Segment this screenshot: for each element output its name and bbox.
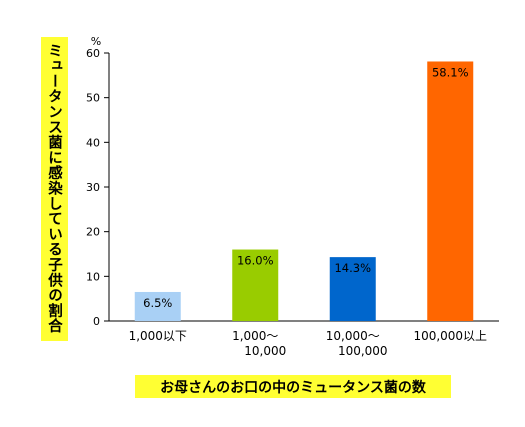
bar	[427, 61, 474, 322]
data-label: 6.5%	[143, 296, 172, 310]
y-tick-label: 0	[93, 315, 100, 328]
y-axis-label-box: ミュータンス菌に感染している子供の割合	[41, 37, 68, 341]
axes: 0 10 20 30 40 50 60%	[86, 35, 499, 328]
data-label: 14.3%	[334, 261, 371, 275]
x-axis-label: お母さんのお口の中のミュータンス菌の数	[160, 379, 426, 396]
y-tick-label: 30	[86, 181, 100, 194]
bar	[329, 257, 376, 321]
y-tick-label: 40	[86, 136, 100, 149]
y-unit-label: %	[91, 35, 101, 48]
x-axis-label-box: お母さんのお口の中のミュータンス菌の数	[135, 375, 451, 398]
x-tick-label: 10,000～	[326, 329, 380, 343]
x-tick-label: 100,000以上	[413, 329, 487, 343]
y-tick-label: 50	[86, 92, 100, 105]
x-tick-label: 1,000～	[232, 329, 278, 343]
y-tick-label: 10	[86, 270, 100, 283]
y-tick-label: 60	[86, 47, 100, 60]
bar	[232, 249, 279, 321]
bar	[134, 291, 181, 321]
x-tick-label: 1,000以下	[129, 329, 187, 343]
x-tick-label: 10,000	[244, 344, 286, 358]
y-tick-label: 20	[86, 226, 100, 239]
data-label: 16.0%	[237, 254, 274, 268]
data-label: 58.1%	[432, 65, 469, 79]
x-tick-label: 100,000	[338, 344, 388, 358]
y-axis-label: ミュータンス菌に感染している子供の割合	[46, 43, 62, 334]
labels: 6.5% 1,000以下 16.0% 1,000～10,000 14.3% 10,000～…	[129, 65, 487, 358]
bars	[134, 61, 474, 322]
